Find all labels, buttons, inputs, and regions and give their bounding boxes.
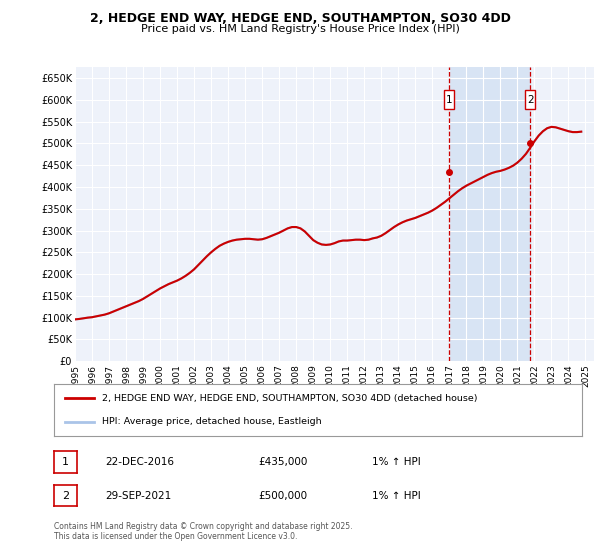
Text: Contains HM Land Registry data © Crown copyright and database right 2025.
This d: Contains HM Land Registry data © Crown c… [54,522,353,542]
Text: 2: 2 [62,491,69,501]
Text: Price paid vs. HM Land Registry's House Price Index (HPI): Price paid vs. HM Land Registry's House … [140,24,460,34]
Bar [449,67,530,361]
Text: 1: 1 [62,457,69,467]
Text: 29-SEP-2021: 29-SEP-2021 [105,491,171,501]
Text: 2, HEDGE END WAY, HEDGE END, SOUTHAMPTON, SO30 4DD: 2, HEDGE END WAY, HEDGE END, SOUTHAMPTON… [89,12,511,25]
Text: 22-DEC-2016: 22-DEC-2016 [105,457,174,467]
Text: 1: 1 [446,95,452,105]
Text: 1% ↑ HPI: 1% ↑ HPI [372,491,421,501]
Text: £500,000: £500,000 [258,491,307,501]
Text: 1% ↑ HPI: 1% ↑ HPI [372,457,421,467]
Bar [526,90,535,109]
Bar [444,90,454,109]
Text: 2, HEDGE END WAY, HEDGE END, SOUTHAMPTON, SO30 4DD (detached house): 2, HEDGE END WAY, HEDGE END, SOUTHAMPTON… [101,394,477,403]
Text: HPI: Average price, detached house, Eastleigh: HPI: Average price, detached house, East… [101,417,321,426]
Text: 2: 2 [527,95,533,105]
Text: £435,000: £435,000 [258,457,307,467]
